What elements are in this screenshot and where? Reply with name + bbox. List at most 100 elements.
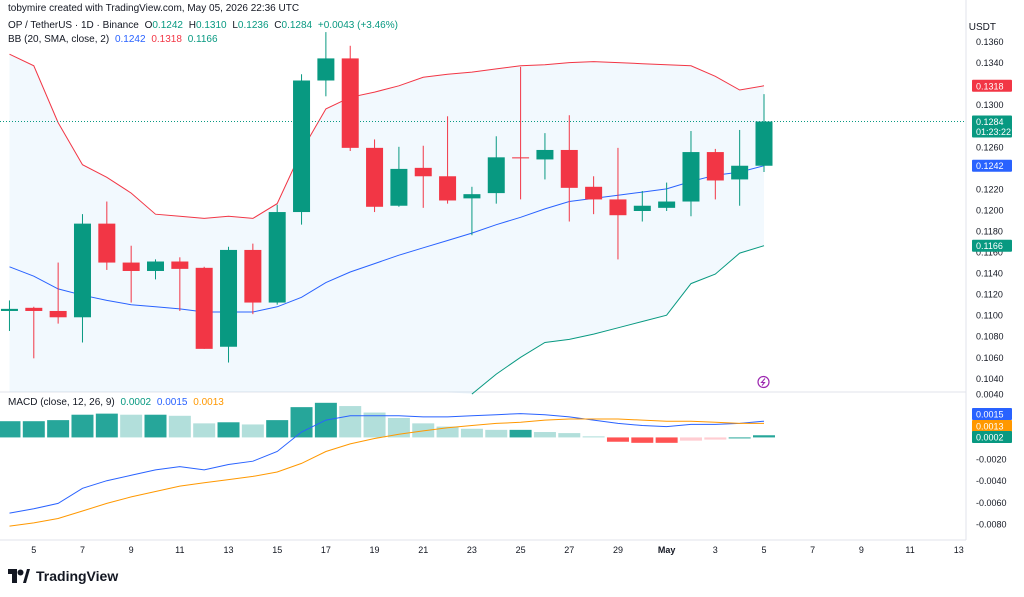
- price-tick-label: 0.1180: [976, 226, 1003, 236]
- time-tick-label: 7: [80, 545, 85, 555]
- macd-histogram-bar: [95, 413, 118, 438]
- candle-body: [195, 267, 213, 349]
- macd-histogram-bar: [655, 437, 678, 443]
- candle-body: [73, 223, 91, 318]
- macd-tick-label: -0.0080: [976, 519, 1007, 529]
- bb-lower-line: [471, 245, 765, 395]
- symbol-legend: OP / TetherUS · 1D · Binance O0.1242 H0.…: [8, 20, 401, 31]
- time-tick-label: 17: [321, 545, 331, 555]
- candle-body: [609, 199, 627, 216]
- candle-body: [25, 307, 43, 311]
- price-tick-label: 0.1040: [976, 374, 1004, 384]
- price-label: 0.1166: [976, 241, 1003, 251]
- candle-body: [293, 80, 311, 213]
- macd-tick-label: -0.0020: [976, 455, 1007, 465]
- price-tick-label: 0.1140: [976, 269, 1003, 279]
- macd-histogram-bar: [266, 420, 289, 438]
- price-tick-label: 0.1120: [976, 290, 1003, 300]
- price-tick-label: 0.1060: [976, 353, 1004, 363]
- bb-upper-line: [9, 53, 765, 219]
- time-tick-label: 11: [905, 545, 914, 555]
- time-tick-label: 29: [613, 545, 623, 555]
- open-value: 0.1242: [152, 20, 183, 31]
- axis-unit: USDT: [968, 22, 996, 33]
- price-label: 0.1242: [976, 161, 1004, 171]
- price-label-box: [972, 239, 1012, 252]
- time-tick-label: 13: [954, 545, 964, 555]
- macd-histogram-bar: [582, 436, 605, 438]
- price-label-box: [972, 115, 1012, 138]
- macd-value-box: [972, 431, 1012, 443]
- candle-body: [512, 157, 530, 159]
- candle-body: [463, 194, 481, 199]
- candle-body: [536, 149, 554, 160]
- macd-histogram-bar: [728, 437, 751, 439]
- bb-upper-value: 0.1318: [151, 34, 182, 45]
- bb-label[interactable]: BB (20, SMA, close, 2): [8, 34, 110, 45]
- candle-body: [658, 201, 676, 208]
- bb-fill: [9, 54, 764, 395]
- macd-histogram-bar: [753, 435, 775, 438]
- high-value: 0.1310: [195, 20, 227, 31]
- candle-body: [706, 152, 724, 181]
- macd-tick-label: 0.0040: [976, 390, 1004, 400]
- macd-histogram-bar: [217, 422, 240, 438]
- candle-body: [755, 121, 773, 166]
- time-tick-label: 3: [713, 545, 718, 555]
- time-tick-label: May: [658, 545, 676, 555]
- tradingview-logo[interactable]: TradingView: [8, 568, 118, 584]
- candle-body: [390, 168, 408, 206]
- price-label: 0.1284: [976, 117, 1004, 127]
- price-tick-label: 0.1100: [976, 311, 1003, 321]
- candle-body: [244, 249, 262, 303]
- macd-histogram-bar: [241, 424, 264, 438]
- symbol-name[interactable]: OP / TetherUS · 1D · Binance: [8, 20, 139, 31]
- candle-body: [122, 262, 140, 271]
- macd-value-box: [972, 420, 1012, 432]
- alert-icon[interactable]: [757, 375, 770, 389]
- macd-histogram-bar: [168, 415, 191, 438]
- high-label: H: [188, 20, 196, 31]
- candle-body: [439, 176, 457, 201]
- time-tick-label: 25: [516, 545, 526, 555]
- candle-body: [585, 186, 603, 200]
- price-tick-label: 0.1340: [976, 58, 1004, 68]
- macd-histogram-bar: [679, 437, 702, 441]
- macd-label[interactable]: MACD (close, 12, 26, 9): [8, 397, 115, 408]
- candle-body: [560, 149, 578, 188]
- macd-histogram-bar: [509, 429, 532, 438]
- macd-value-label: 0.0002: [976, 433, 1004, 443]
- candle-body: [268, 212, 286, 303]
- macd-histogram-bar: [631, 437, 654, 443]
- price-label-box: [972, 79, 1012, 92]
- macd-histogram-bar: [436, 426, 459, 438]
- time-tick-label: 19: [370, 545, 380, 555]
- macd-histogram-bar: [363, 412, 386, 438]
- time-tick-label: 7: [810, 545, 815, 555]
- price-tick-label: 0.1220: [976, 184, 1004, 194]
- macd-histogram-bar: [558, 433, 581, 438]
- time-tick-label: 5: [761, 545, 766, 555]
- macd-histogram-bar: [193, 423, 216, 438]
- price-tick-label: 0.1360: [976, 37, 1004, 47]
- macd-histogram-bar: [387, 417, 410, 438]
- time-tick-label: 9: [129, 545, 134, 555]
- macd-legend: MACD (close, 12, 26, 9) 0.0002 0.0015 0.…: [8, 397, 227, 408]
- price-label-box: [972, 159, 1012, 172]
- candle-body: [0, 308, 18, 311]
- macd-value-box: [972, 408, 1012, 420]
- time-tick-label: 27: [564, 545, 574, 555]
- macd-line-value: 0.0015: [156, 397, 188, 408]
- close-value: 0.1284: [281, 20, 313, 31]
- time-tick-label: 21: [418, 545, 428, 555]
- candle-body: [731, 165, 749, 180]
- macd-signal-line: [9, 418, 764, 527]
- macd-histogram-bar: [71, 414, 94, 438]
- low-label: L: [232, 20, 238, 31]
- time-tick-label: 23: [467, 545, 477, 555]
- price-tick-label: 0.1300: [976, 100, 1004, 110]
- price-label: 0.1318: [976, 81, 1004, 91]
- candle-body: [220, 249, 238, 347]
- tradingview-logo-text: TradingView: [36, 568, 119, 584]
